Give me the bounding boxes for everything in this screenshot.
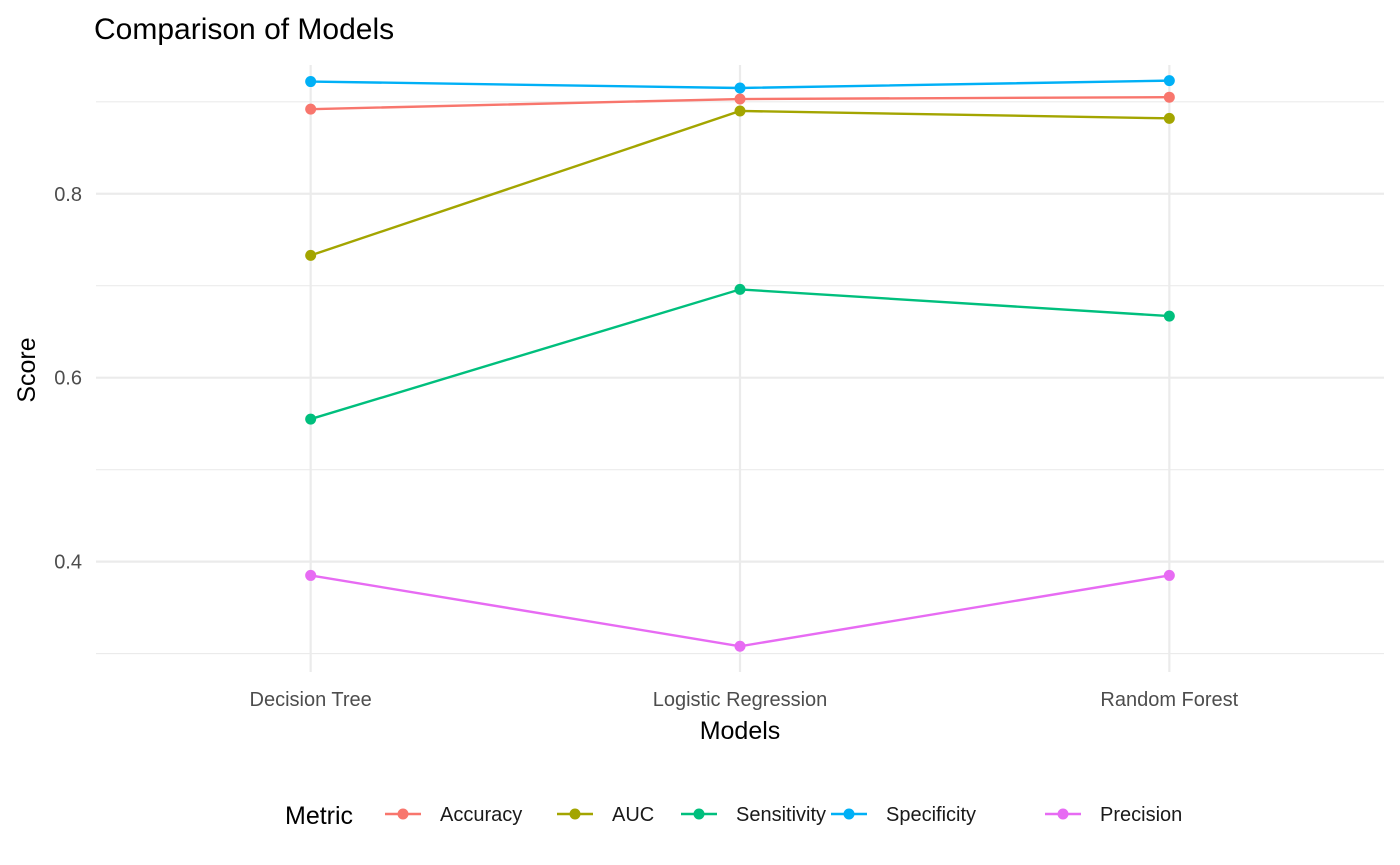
chart-title: Comparison of Models (94, 13, 394, 46)
legend-label: Accuracy (440, 804, 522, 826)
legend: Metric Accuracy AUC Sensitivity Specificity… (285, 802, 1182, 830)
data-point-auc (305, 249, 317, 261)
x-axis-title: Models (700, 717, 781, 745)
legend-key-point (569, 808, 581, 820)
legend-item-specificity: Specificity (831, 804, 976, 826)
data-point-sensitivity (305, 413, 317, 425)
legend-key-point (843, 808, 855, 820)
legend-label: AUC (612, 804, 654, 826)
data-point-accuracy (734, 93, 746, 105)
legend-label: Sensitivity (736, 804, 826, 826)
legend-item-accuracy: Accuracy (385, 804, 522, 826)
data-point-specificity (734, 82, 746, 94)
data-point-auc (734, 105, 746, 117)
data-point-precision (305, 569, 317, 581)
x-tick-label: Logistic Regression (653, 689, 828, 711)
data-point-auc (1163, 112, 1175, 124)
legend-item-precision: Precision (1045, 804, 1182, 826)
data-point-accuracy (1163, 91, 1175, 103)
data-point-precision (734, 640, 746, 652)
data-point-accuracy (305, 103, 317, 115)
legend-title: Metric (285, 802, 353, 830)
data-point-sensitivity (1163, 310, 1175, 322)
legend-item-sensitivity: Sensitivity (681, 804, 826, 826)
x-axis-ticks: Decision Tree Logistic Regression Random F… (250, 689, 1239, 711)
legend-label: Specificity (886, 804, 976, 826)
y-tick-label: 0.4 (54, 552, 82, 574)
data-point-sensitivity (734, 283, 746, 295)
grid (96, 65, 1384, 672)
y-axis-title: Score (13, 337, 41, 402)
legend-item-auc: AUC (557, 804, 654, 826)
data-point-specificity (1163, 75, 1175, 87)
data-point-specificity (305, 76, 317, 88)
y-axis-ticks: 0.4 0.6 0.8 (54, 184, 82, 574)
legend-key-point (1057, 808, 1069, 820)
x-tick-label: Decision Tree (250, 689, 372, 711)
series-group (305, 75, 1175, 652)
legend-label: Precision (1100, 804, 1182, 826)
y-tick-label: 0.8 (54, 184, 82, 206)
y-tick-label: 0.6 (54, 368, 82, 390)
legend-key-point (693, 808, 705, 820)
legend-key-point (397, 808, 409, 820)
x-tick-label: Random Forest (1100, 689, 1238, 711)
data-point-precision (1163, 569, 1175, 581)
